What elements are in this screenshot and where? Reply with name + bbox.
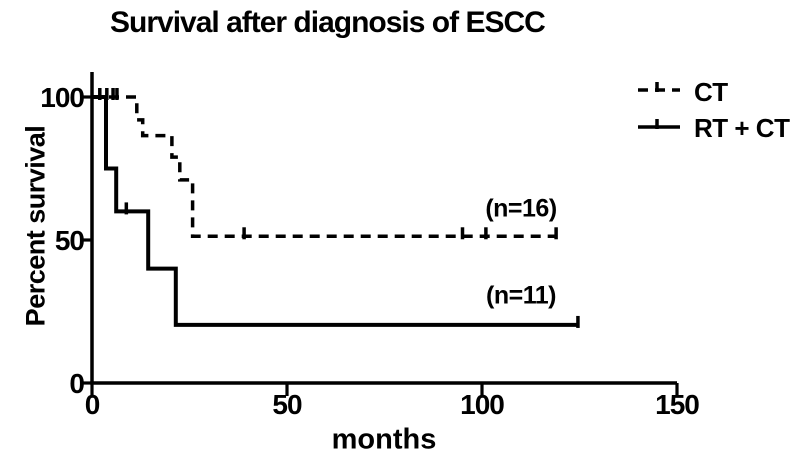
y-tick-label: 0 — [69, 368, 85, 399]
legend-label-rt-ct: RT + CT — [694, 113, 790, 143]
x-tick-label: 0 — [84, 389, 101, 420]
x-tick-label: 100 — [460, 389, 505, 420]
annotation-n11: (n=11) — [486, 281, 556, 310]
annotation-n16: (n=16) — [485, 194, 557, 223]
y-tick-label: 50 — [54, 225, 85, 256]
chart-title: Survival after diagnosis of ESCC — [110, 6, 546, 39]
x-tick-label: 50 — [272, 389, 302, 420]
legend-label-ct: CT — [694, 77, 728, 107]
y-tick-label: 100 — [40, 82, 85, 113]
ct-curve — [92, 95, 557, 239]
x-tick-label: 150 — [655, 389, 700, 420]
rt-plus-ct-curve — [92, 95, 578, 327]
x-axis-label: months — [331, 423, 437, 456]
